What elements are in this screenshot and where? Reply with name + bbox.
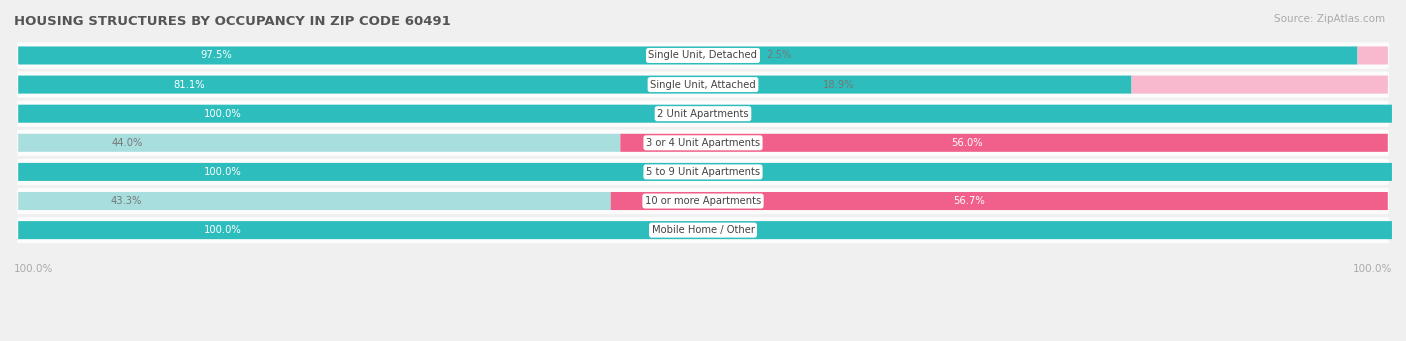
Text: Source: ZipAtlas.com: Source: ZipAtlas.com bbox=[1274, 14, 1385, 24]
Text: 18.9%: 18.9% bbox=[824, 79, 855, 90]
FancyBboxPatch shape bbox=[17, 101, 1389, 127]
FancyBboxPatch shape bbox=[17, 159, 1389, 185]
FancyBboxPatch shape bbox=[17, 130, 1389, 156]
Text: 100.0%: 100.0% bbox=[1353, 264, 1392, 275]
FancyBboxPatch shape bbox=[17, 188, 1389, 214]
Text: 100.0%: 100.0% bbox=[204, 109, 242, 119]
Text: Single Unit, Attached: Single Unit, Attached bbox=[650, 79, 756, 90]
Text: 56.0%: 56.0% bbox=[950, 138, 983, 148]
Text: 10 or more Apartments: 10 or more Apartments bbox=[645, 196, 761, 206]
Text: Single Unit, Detached: Single Unit, Detached bbox=[648, 50, 758, 60]
FancyBboxPatch shape bbox=[18, 221, 1392, 239]
Text: 81.1%: 81.1% bbox=[173, 79, 205, 90]
Text: 97.5%: 97.5% bbox=[200, 50, 232, 60]
Text: 44.0%: 44.0% bbox=[111, 138, 143, 148]
FancyBboxPatch shape bbox=[1358, 46, 1388, 64]
Text: 43.3%: 43.3% bbox=[111, 196, 142, 206]
Text: Mobile Home / Other: Mobile Home / Other bbox=[651, 225, 755, 235]
FancyBboxPatch shape bbox=[17, 217, 1389, 243]
FancyBboxPatch shape bbox=[610, 192, 1388, 210]
FancyBboxPatch shape bbox=[18, 192, 610, 210]
FancyBboxPatch shape bbox=[18, 134, 620, 152]
FancyBboxPatch shape bbox=[620, 134, 1388, 152]
FancyBboxPatch shape bbox=[18, 105, 1392, 123]
Text: 2 Unit Apartments: 2 Unit Apartments bbox=[657, 109, 749, 119]
FancyBboxPatch shape bbox=[17, 42, 1389, 69]
Text: 100.0%: 100.0% bbox=[204, 167, 242, 177]
Text: 56.7%: 56.7% bbox=[953, 196, 986, 206]
FancyBboxPatch shape bbox=[17, 72, 1389, 98]
Text: 2.5%: 2.5% bbox=[766, 50, 792, 60]
FancyBboxPatch shape bbox=[18, 76, 1132, 94]
Text: 3 or 4 Unit Apartments: 3 or 4 Unit Apartments bbox=[645, 138, 761, 148]
Text: HOUSING STRUCTURES BY OCCUPANCY IN ZIP CODE 60491: HOUSING STRUCTURES BY OCCUPANCY IN ZIP C… bbox=[14, 15, 451, 28]
Text: 100.0%: 100.0% bbox=[14, 264, 53, 275]
Text: 5 to 9 Unit Apartments: 5 to 9 Unit Apartments bbox=[645, 167, 761, 177]
Text: 100.0%: 100.0% bbox=[204, 225, 242, 235]
FancyBboxPatch shape bbox=[1132, 76, 1388, 94]
FancyBboxPatch shape bbox=[18, 46, 1358, 64]
FancyBboxPatch shape bbox=[18, 163, 1392, 181]
